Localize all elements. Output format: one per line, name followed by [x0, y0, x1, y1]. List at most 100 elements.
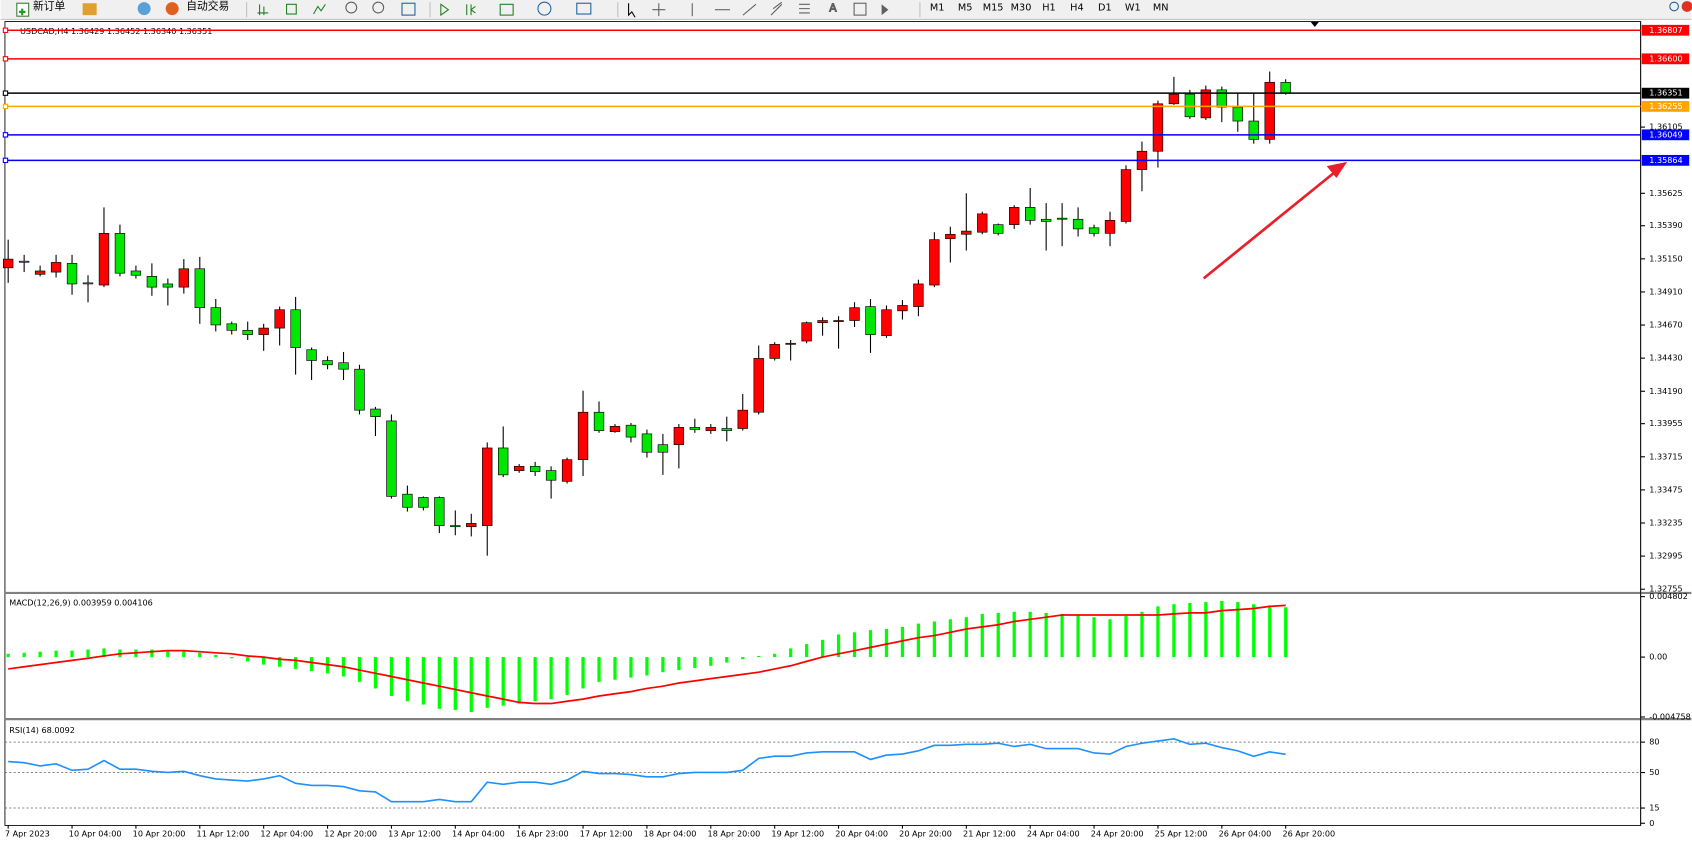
- macd-bar: [517, 657, 521, 704]
- macd-bar: [54, 650, 58, 658]
- signal-line: [8, 604, 1286, 705]
- market-watch-icon[interactable]: [82, 3, 97, 16]
- level-label-bg: [1641, 101, 1690, 112]
- macd-bar: [693, 657, 697, 668]
- macd-bar: [884, 629, 889, 658]
- macd-bar: [980, 613, 984, 658]
- candle-body: [370, 408, 381, 417]
- candle-body: [1248, 120, 1259, 140]
- candle-body: [545, 470, 557, 481]
- macd-bar: [549, 657, 553, 700]
- line-chart-icon[interactable]: [313, 4, 326, 15]
- macd-bar: [22, 652, 26, 658]
- templates-icon[interactable]: [576, 2, 592, 15]
- auto-trading-label: 自动交易: [186, 0, 229, 12]
- x-tick-label: 16 Apr 23:00: [516, 829, 569, 839]
- candle-body: [274, 309, 285, 329]
- candle-chart-icon[interactable]: [286, 3, 297, 15]
- zoom-out-icon[interactable]: [372, 1, 385, 14]
- candle-body: [881, 309, 892, 336]
- trendline-icon[interactable]: [742, 3, 757, 16]
- autoscroll-icon[interactable]: [440, 3, 450, 17]
- timeframe-button[interactable]: H1: [1042, 3, 1055, 14]
- plus-icon: [18, 8, 26, 16]
- y-tick-label: 1.33955: [1649, 418, 1682, 428]
- cursor-icon[interactable]: [628, 3, 636, 18]
- search-icon[interactable]: [1669, 1, 1679, 12]
- text-tool-icon[interactable]: A: [829, 1, 838, 15]
- x-tick-label: 13 Apr 12:00: [388, 829, 441, 839]
- periods-icon[interactable]: [537, 1, 552, 16]
- macd-bar: [293, 657, 298, 669]
- auto-trading-button[interactable]: 自动交易: [165, 0, 230, 16]
- fibo-icon[interactable]: [799, 3, 810, 14]
- bar-chart-icon[interactable]: [257, 4, 269, 16]
- candle-body: [1232, 106, 1243, 122]
- level-label: 1.36807: [1649, 25, 1682, 35]
- level-label-bg: [1641, 53, 1690, 65]
- timeframe-button[interactable]: H4: [1070, 3, 1083, 14]
- macd-bar: [725, 657, 729, 663]
- y-tick-label: -0.004758: [1649, 711, 1690, 721]
- label-tool-icon[interactable]: [853, 2, 867, 16]
- x-tick-label: 17 Apr 12:00: [580, 829, 633, 839]
- timeframe-button[interactable]: MN: [1153, 3, 1169, 14]
- timeframe-button[interactable]: M30: [1011, 3, 1032, 14]
- macd-bar: [1172, 604, 1176, 658]
- macd-bar: [230, 657, 234, 659]
- macd-bar: [214, 654, 218, 658]
- level-label: 1.36049: [1649, 129, 1682, 139]
- new-order-button[interactable]: 新订单: [16, 0, 66, 17]
- navigator-icon[interactable]: [137, 2, 151, 16]
- timeframes: M1 M5 M15 M30 H1 H4 D1 W1 MN: [930, 3, 1169, 14]
- channel-icon[interactable]: [770, 1, 783, 16]
- candle-body: [593, 411, 605, 431]
- x-tick-label: 7 Apr 2023: [5, 829, 50, 839]
- x-tick-label: 11 Apr 12:00: [197, 829, 250, 839]
- candle-body: [929, 239, 940, 286]
- macd-bar: [597, 657, 601, 682]
- candle-body: [450, 525, 461, 528]
- x-tick-label: 26 Apr 20:00: [1282, 829, 1335, 839]
- notification-icon[interactable]: [1681, 1, 1692, 12]
- macd-bar: [932, 621, 936, 658]
- macd-bar: [900, 626, 905, 658]
- timeframe-button[interactable]: W1: [1125, 3, 1141, 14]
- macd-bar: [1204, 602, 1208, 658]
- indicators-icon[interactable]: [499, 3, 514, 16]
- macd-bar: [964, 617, 968, 658]
- candle-body: [1104, 220, 1116, 234]
- candle-body: [817, 320, 828, 324]
- candle-body: [1025, 207, 1036, 221]
- x-tick-label: 18 Apr 20:00: [708, 829, 761, 839]
- candle-body: [993, 224, 1004, 234]
- macd-bar: [485, 657, 489, 708]
- zoom-in-icon[interactable]: [345, 1, 358, 14]
- shift-icon[interactable]: [466, 4, 476, 16]
- x-tick-label: 26 Apr 04:00: [1219, 829, 1272, 839]
- x-tick-label: 20 Apr 04:00: [835, 829, 888, 839]
- candle-body: [833, 320, 844, 322]
- candle-body: [226, 323, 237, 331]
- y-tick-label: 1.32995: [1649, 551, 1682, 561]
- candle-body: [50, 262, 62, 273]
- timeframe-button[interactable]: M1: [930, 3, 945, 14]
- macd-bar: [1124, 616, 1128, 658]
- tile-icon[interactable]: [401, 2, 416, 16]
- macd-bar: [916, 623, 921, 658]
- macd-bar: [868, 630, 873, 658]
- level-label-bg: [1641, 129, 1690, 141]
- arrows-icon[interactable]: [881, 4, 889, 16]
- candle-body: [130, 270, 142, 276]
- timeframe-button[interactable]: M15: [983, 3, 1004, 14]
- timeframe-button[interactable]: D1: [1098, 3, 1112, 14]
- chart-frame: [4, 21, 1642, 826]
- candle-body: [434, 497, 445, 526]
- y-tick-label: 0: [1649, 818, 1654, 828]
- timeframe-button[interactable]: M5: [958, 3, 973, 14]
- level-label-bg: [1641, 24, 1690, 36]
- macd-bar: [1220, 600, 1224, 658]
- candle-body: [1168, 93, 1180, 105]
- crosshair-icon[interactable]: [652, 3, 666, 17]
